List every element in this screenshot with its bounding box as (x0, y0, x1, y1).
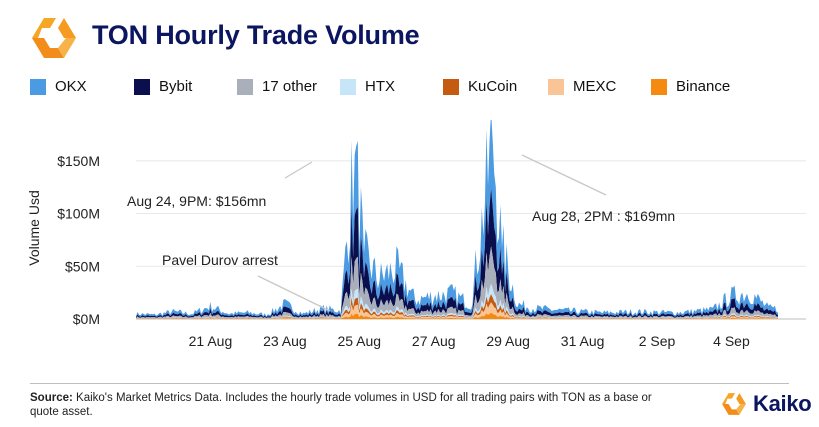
trade-volume-chart: $0M $50M $100M $150M 21 Aug 23 Aug 25 Aug 27 A… (26, 120, 806, 349)
annotation-line-aug28 (521, 154, 607, 196)
x-axis: 21 Aug 23 Aug 25 Aug 27 Aug 29 Aug 31 Aug 2 Se… (189, 333, 750, 349)
brand-logo: Kaiko (721, 391, 812, 417)
legend-swatch-bybit (134, 78, 150, 95)
legend-label-kucoin: KuCoin (468, 78, 518, 95)
annotation-line-aug24 (284, 161, 313, 179)
legend-swatch-mexc (548, 78, 564, 95)
x-tick-label-1: 23 Aug (263, 333, 307, 349)
footer-source-label: Source: (30, 392, 73, 404)
legend-label-binance: Binance (676, 78, 731, 95)
x-tick-label-7: 4 Sep (713, 333, 750, 349)
legend-item-htx: HTX (340, 78, 395, 95)
annotation-aug24-peak: Aug 24, 9PM: $156mn (127, 193, 266, 209)
legend-label-okx: OKX (55, 78, 87, 95)
brand-mark-icon (722, 393, 746, 415)
footer-source: Source: Kaiko's Market Metrics Data. Inc… (30, 391, 670, 419)
y-axis-label: Volume Usd (26, 190, 42, 265)
page-title: TON Hourly Trade Volume (92, 20, 420, 50)
legend-swatch-okx (30, 78, 46, 95)
legend-swatch-17-other (237, 78, 253, 95)
y-tick-label-150: $150M (57, 153, 100, 169)
legend-label-htx: HTX (365, 78, 395, 95)
legend-item-17-other: 17 other (237, 78, 317, 95)
legend-item-mexc: MEXC (548, 78, 616, 95)
y-tick-label-50: $50M (65, 258, 100, 274)
area-series-okx (136, 120, 778, 318)
footer-divider (30, 383, 789, 384)
footer-source-text: Kaiko's Market Metrics Data. Includes th… (30, 392, 652, 418)
x-tick-label-6: 2 Sep (639, 333, 676, 349)
annotation-aug28-peak: Aug 28, 2PM : $169mn (532, 208, 675, 224)
legend-item-kucoin: KuCoin (443, 78, 517, 95)
annotation-durov-arrest: Pavel Durov arrest (162, 252, 278, 268)
chart-areas (136, 120, 778, 319)
x-tick-label-3: 27 Aug (412, 333, 456, 349)
legend-label-17-other: 17 other (262, 78, 318, 95)
legend-swatch-htx (340, 78, 356, 95)
y-tick-label-0: $0M (73, 311, 100, 327)
legend-label-bybit: Bybit (159, 78, 193, 95)
legend-swatch-binance (651, 78, 667, 95)
x-tick-label-0: 21 Aug (189, 333, 233, 349)
y-axis: $0M $50M $100M $150M (57, 153, 100, 327)
annotation-line-durov (257, 275, 331, 312)
legend-label-mexc: MEXC (573, 78, 617, 95)
y-tick-label-100: $100M (57, 206, 100, 222)
chart-grid (136, 160, 806, 320)
kaiko-logo-icon (32, 18, 76, 58)
legend-item-bybit: Bybit (134, 78, 192, 95)
x-tick-label-2: 25 Aug (337, 333, 381, 349)
legend-item-binance: Binance (651, 78, 730, 95)
x-tick-label-5: 31 Aug (561, 333, 605, 349)
chart-annotations: Aug 24, 9PM: $156mn Aug 28, 2PM : $169mn… (127, 154, 675, 312)
brand-name: Kaiko (753, 391, 812, 416)
x-tick-label-4: 29 Aug (486, 333, 530, 349)
legend-item-okx: OKX (30, 78, 87, 95)
legend-swatch-kucoin (443, 78, 459, 95)
